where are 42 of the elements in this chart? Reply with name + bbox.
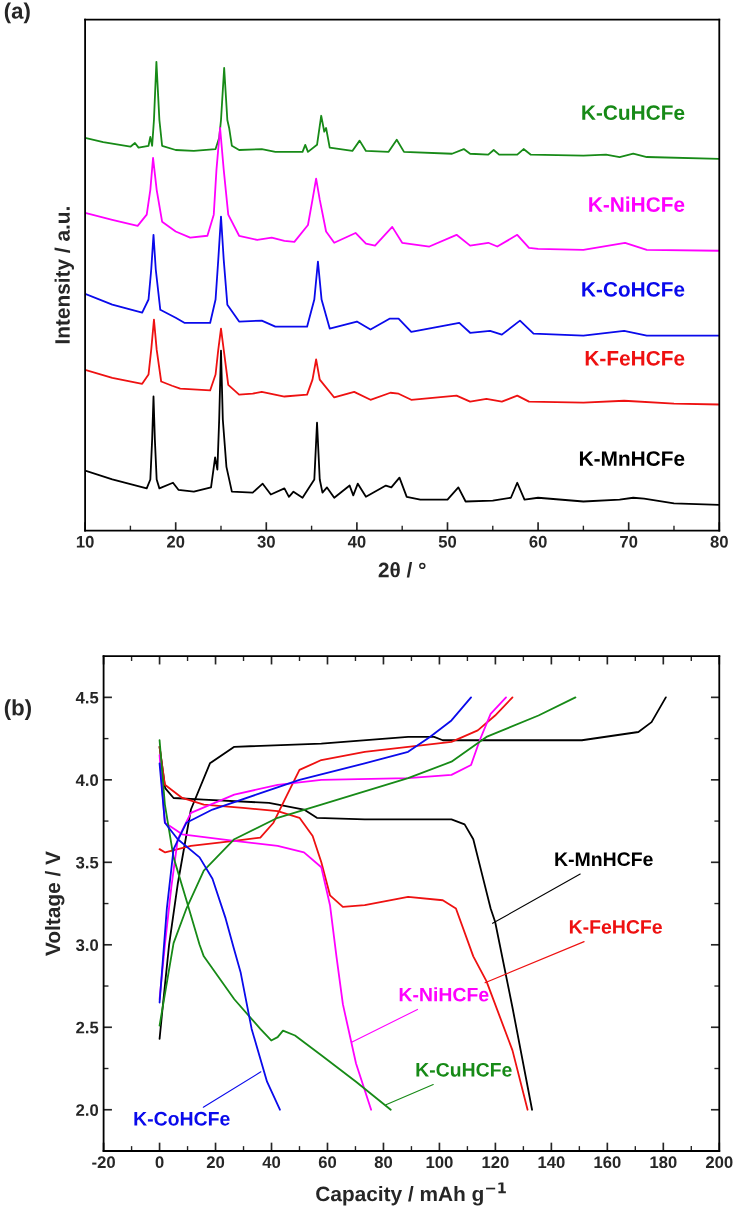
x-tick-label: 140 xyxy=(538,1156,565,1169)
x-tick-label: 10 xyxy=(76,535,94,548)
series-label: K-CuHCFe xyxy=(582,105,685,121)
y-tick-label: 3.0 xyxy=(75,939,99,952)
x-tick-label: 20 xyxy=(167,535,185,548)
x-tick-label: 120 xyxy=(482,1156,509,1169)
y-tick-label: 4.0 xyxy=(75,774,99,787)
x-tick-label: 200 xyxy=(705,1156,733,1169)
y-tick-label: 4.5 xyxy=(75,691,99,704)
annotation: K-MnHCFe xyxy=(555,852,653,867)
series-label: K-FeHCFe xyxy=(585,350,685,366)
annotation: K-CoHCFe xyxy=(134,1111,230,1126)
series-label: K-MnHCFe xyxy=(579,451,685,466)
x-tick-label: 180 xyxy=(650,1156,677,1169)
x-tick-label: 80 xyxy=(710,535,728,548)
x-tick-label: -20 xyxy=(92,1156,115,1169)
x-tick-label: 160 xyxy=(594,1156,621,1169)
annotation: K-NiHCFe xyxy=(399,987,489,1002)
x-tick-label: 40 xyxy=(262,1156,281,1169)
y-tick-label: 3.5 xyxy=(75,856,99,869)
series-label: K-CoHCFe xyxy=(582,281,685,297)
x-tick-label: 20 xyxy=(206,1156,225,1169)
x-tick-label: 50 xyxy=(438,535,457,548)
x-tick-label: 60 xyxy=(318,1156,337,1169)
annotation: K-CuHCFe xyxy=(416,1062,512,1077)
y-axis-title: Voltage / V xyxy=(44,851,65,956)
y-axis-title: Intensity / a.u. xyxy=(54,207,74,344)
series-label: K-NiHCFe xyxy=(589,196,685,212)
y-tick-label: 2.5 xyxy=(76,1021,99,1034)
x-tick-label: 40 xyxy=(347,535,366,548)
y-tick-label: 2.0 xyxy=(76,1104,99,1116)
x-tick-label: 30 xyxy=(257,535,275,548)
x-tick-label: 70 xyxy=(620,535,638,548)
x-axis-title: Capacity / mAh g$^{−1}$ xyxy=(316,1182,506,1206)
text: (b) xyxy=(4,699,31,720)
x-tick-label: 100 xyxy=(426,1156,453,1169)
x-axis-title: 2θ / ° xyxy=(378,562,426,578)
annotation: K-FeHCFe xyxy=(569,920,662,934)
x-tick-label: 80 xyxy=(374,1156,393,1169)
x-tick-label: 0 xyxy=(155,1156,164,1169)
x-tick-label: 60 xyxy=(529,535,547,548)
chart-title: (a) xyxy=(4,2,30,24)
